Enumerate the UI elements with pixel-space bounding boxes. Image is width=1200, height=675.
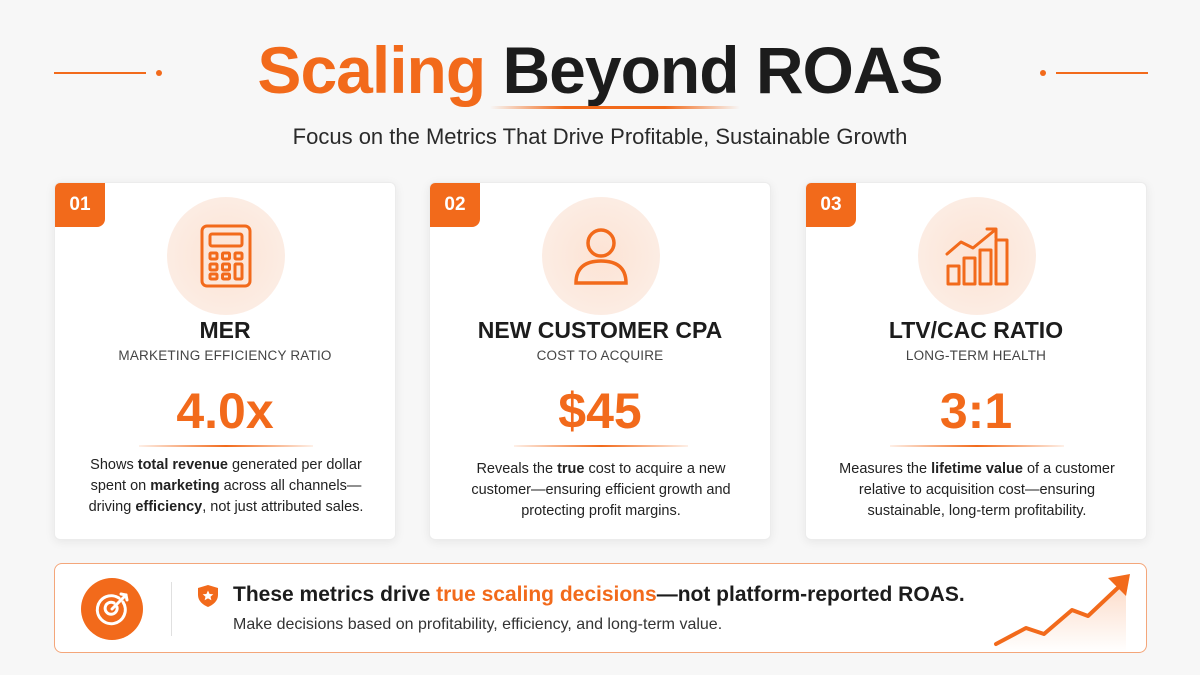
- metric-card-mer: 01 MER MARKETING EFFICIENCY RATIO 4.0x S…: [54, 182, 396, 540]
- card-number-badge: 03: [806, 183, 856, 227]
- calculator-icon: [200, 224, 252, 288]
- card-description: Reveals the true cost to acquire a new c…: [458, 459, 744, 522]
- desc-text: of a customer relative to acquisition co…: [858, 461, 1115, 519]
- card-subtitle: MARKETING EFFICIENCY RATIO: [118, 348, 332, 363]
- value-divider: [514, 445, 688, 447]
- metric-card-cpa: 02 NEW CUSTOMER CPA COST TO ACQUIRE $45 …: [429, 182, 771, 540]
- summary-banner: These metrics drive true scaling decisio…: [54, 563, 1147, 653]
- desc-emphasis: efficiency: [135, 499, 203, 515]
- desc-text: generated per dollar spent on: [90, 457, 362, 494]
- desc-text: Shows: [90, 457, 138, 473]
- desc-text: , not just attributed sales.: [202, 499, 364, 515]
- title-accent: Scaling: [257, 33, 486, 107]
- shield-star-icon: [198, 585, 218, 607]
- right-deco-dot: [1040, 70, 1046, 76]
- metric-value: 3:1: [939, 383, 1013, 439]
- value-divider: [139, 445, 313, 447]
- card-number-badge: 02: [430, 183, 480, 227]
- icon-circle: [542, 197, 660, 315]
- page-subtitle: Focus on the Metrics That Drive Profitab…: [292, 124, 908, 149]
- right-deco-line: [1056, 72, 1148, 74]
- card-title: LTV/CAC RATIO: [888, 317, 1064, 343]
- value-divider: [890, 445, 1064, 447]
- card-title: MER: [199, 317, 251, 343]
- desc-emphasis: total revenue: [137, 457, 228, 473]
- banner-headline-highlight: true scaling decisions: [436, 583, 657, 606]
- desc-emphasis: lifetime value: [931, 461, 1023, 477]
- card-subtitle: COST TO ACQUIRE: [536, 348, 664, 363]
- desc-text: Measures the: [839, 461, 932, 477]
- card-subtitle: LONG-TERM HEALTH: [905, 348, 1047, 363]
- desc-emphasis: marketing: [150, 478, 220, 494]
- banner-headline-part2: —not platform-reported ROAS.: [656, 583, 965, 606]
- title-main: Beyond ROAS: [502, 33, 944, 107]
- icon-circle: [918, 197, 1036, 315]
- title-underline: [490, 106, 740, 109]
- left-deco-line: [54, 72, 146, 74]
- banner-headline: These metrics drive true scaling decisio…: [233, 583, 965, 607]
- card-number-badge: 01: [55, 183, 105, 227]
- left-deco-dot: [156, 70, 162, 76]
- card-description: Measures the lifetime value of a custome…: [834, 459, 1120, 522]
- desc-emphasis: true: [557, 461, 585, 477]
- banner-subtext: Make decisions based on profitability, e…: [233, 616, 723, 633]
- user-icon: [574, 228, 628, 285]
- metric-card-ltv-cac: 03 LTV/CAC RATIO LONG-TERM HEALTH 3:1 Me…: [805, 182, 1147, 540]
- desc-text: across all channels—driving: [88, 478, 362, 515]
- desc-text: cost to acquire a new customer—ensuring …: [471, 461, 731, 519]
- target-icon-circle: [81, 578, 143, 640]
- target-icon: [95, 592, 129, 626]
- trend-arrow-icon: [994, 574, 1130, 652]
- banner-divider: [171, 582, 172, 636]
- metric-value: $45: [558, 383, 642, 439]
- icon-circle: [167, 197, 285, 315]
- banner-headline-part1: These metrics drive: [233, 583, 437, 606]
- card-description: Shows total revenue generated per dollar…: [83, 455, 369, 518]
- page-title: Scaling Beyond ROAS: [0, 30, 1200, 110]
- header: Scaling Beyond ROAS: [0, 22, 1200, 112]
- desc-text: Reveals the: [476, 461, 558, 477]
- growth-chart-icon: [945, 227, 1009, 286]
- metric-value: 4.0x: [176, 383, 274, 439]
- card-title: NEW CUSTOMER CPA: [477, 317, 723, 343]
